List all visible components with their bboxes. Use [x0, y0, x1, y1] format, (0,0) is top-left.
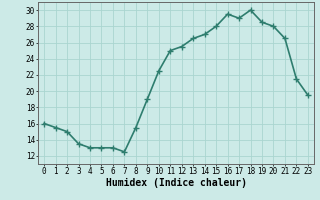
X-axis label: Humidex (Indice chaleur): Humidex (Indice chaleur) — [106, 178, 246, 188]
